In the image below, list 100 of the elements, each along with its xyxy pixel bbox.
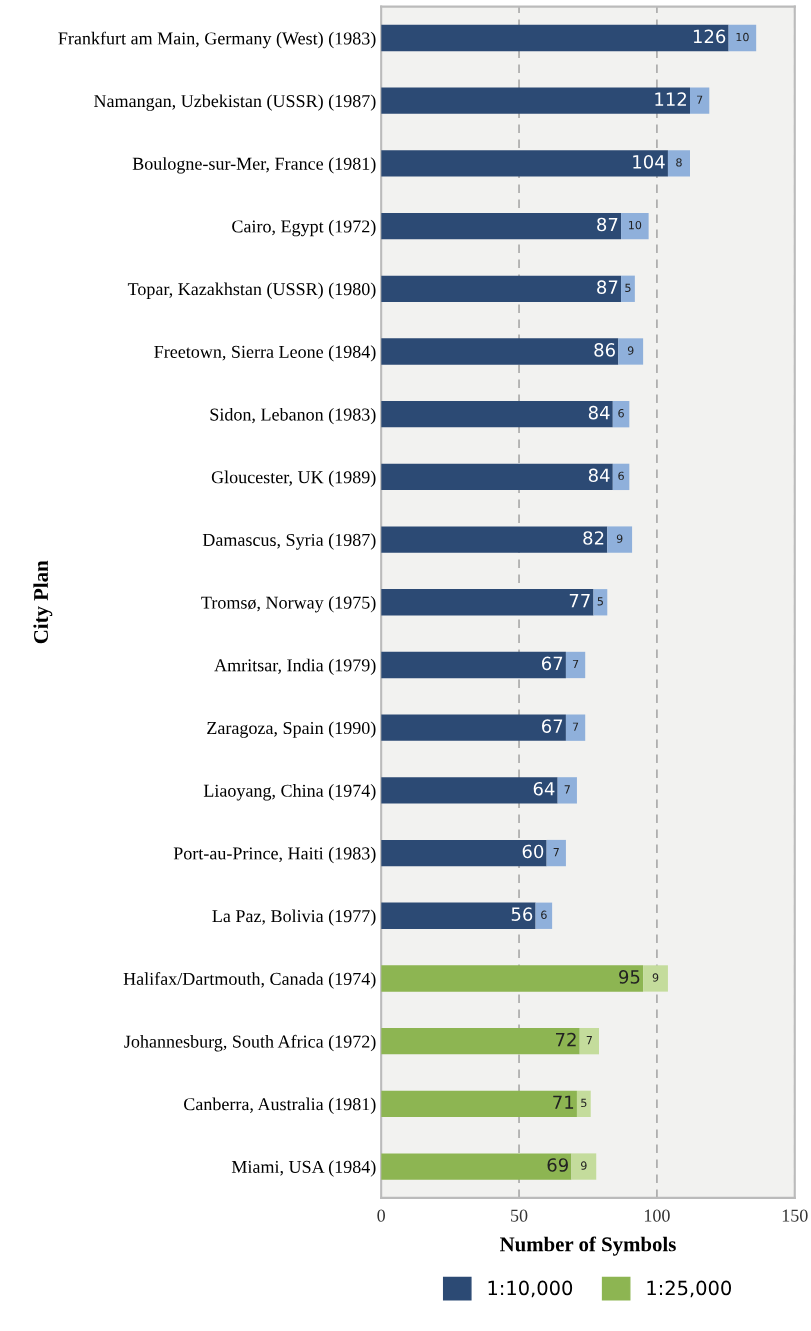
data-label: 5: [597, 597, 603, 606]
y-tick-label: La Paz, Bolivia (1977): [212, 909, 376, 926]
y-tick-label: Amritsar, India (1979): [214, 658, 376, 676]
bar: [607, 526, 633, 553]
data-label: 126: [693, 29, 726, 44]
data-label: 6: [618, 409, 624, 418]
data-label: 10: [629, 220, 642, 230]
data-label: 7: [564, 785, 570, 794]
bar: [381, 150, 668, 177]
bar: [381, 589, 594, 616]
bar: [381, 275, 622, 302]
bar: [667, 150, 690, 177]
bar: [381, 965, 644, 992]
data-label: 84: [588, 468, 610, 483]
data-label: 64: [533, 781, 555, 796]
data-label: 71: [553, 1095, 574, 1109]
bar: [381, 777, 558, 804]
data-label: 9: [581, 1161, 587, 1170]
bar: [535, 902, 553, 929]
data-label: 56: [511, 907, 533, 921]
data-label: 77: [569, 594, 590, 608]
bar: [618, 338, 644, 365]
bar: [643, 965, 668, 992]
x-axis-title: Number of Symbols: [500, 1236, 676, 1256]
bar: [381, 526, 608, 553]
x-tick-label: 150: [782, 1209, 808, 1222]
data-label: 8: [676, 158, 682, 167]
y-tick-label: Sidon, Lebanon (1983): [210, 407, 376, 425]
data-label: 60: [522, 844, 544, 859]
bar: [571, 1153, 597, 1180]
data-label: 67: [542, 719, 563, 733]
bar: [381, 338, 619, 365]
bar: [576, 1090, 591, 1118]
data-label: 9: [627, 346, 634, 355]
bar: [546, 839, 566, 867]
y-tick-label: Topar, Kazakhstan (USSR) (1980): [127, 282, 376, 299]
bar: [381, 463, 613, 491]
data-label: 67: [542, 656, 563, 671]
bar: [381, 839, 547, 867]
bar: [565, 651, 586, 679]
data-label: 9: [652, 973, 659, 982]
bar: [381, 902, 536, 929]
y-tick-label: Damascus, Syria (1987): [202, 533, 376, 550]
y-tick-label: Freetown, Sierra Leone (1984): [154, 345, 376, 362]
data-label: 7: [572, 659, 579, 669]
data-label: 104: [633, 154, 665, 169]
bar: [381, 87, 690, 114]
data-label: 7: [586, 1036, 592, 1045]
bar: [381, 651, 566, 679]
y-tick-label: Frankfurt am Main, Germany (West) (1983): [58, 31, 376, 49]
y-tick-label: Boulogne-sur-Mer, France (1981): [132, 157, 376, 174]
data-label: 6: [618, 471, 624, 481]
y-tick-label: Tromsø, Norway (1975): [201, 596, 376, 613]
y-tick-label: Gloucester, UK (1989): [211, 470, 376, 487]
data-label: 7: [553, 848, 559, 857]
bar: [728, 24, 757, 52]
data-label: 7: [697, 95, 703, 104]
data-label: 10: [736, 32, 749, 42]
y-tick-label: Miami, USA (1984): [231, 1160, 376, 1177]
bar: [381, 401, 613, 428]
bar: [612, 463, 630, 491]
x-tick-label: 0: [377, 1209, 385, 1222]
bar: [593, 589, 608, 616]
bar: [579, 1027, 599, 1055]
y-axis-title: City Plan: [33, 560, 53, 644]
data-label: 87: [597, 217, 618, 232]
y-tick-label: Canberra, Australia (1981): [184, 1097, 376, 1114]
bar: [381, 1153, 572, 1180]
y-tick-label: Liaoyang, China (1974): [203, 784, 376, 801]
y-tick-label: Port-au-Prince, Haiti (1983): [173, 846, 376, 864]
bar: [381, 1027, 580, 1055]
data-label: 7: [572, 722, 579, 731]
y-tick-label: Halifax/Dartmouth, Canada (1974): [123, 972, 376, 989]
data-label: 84: [588, 405, 610, 420]
bar: [612, 401, 630, 428]
data-label: 86: [594, 343, 615, 357]
legend-label: 1:10,000: [488, 1280, 573, 1298]
y-tick-label: Namangan, Uzbekistan (USSR) (1987): [94, 94, 376, 111]
data-label: 5: [625, 283, 631, 293]
bar: [690, 87, 710, 114]
x-tick-label: 50: [511, 1209, 528, 1222]
y-tick-label: Cairo, Egypt (1972): [232, 219, 376, 237]
y-tick-label: Johannesburg, South Africa (1972): [124, 1034, 376, 1052]
data-label: 87: [597, 280, 618, 295]
data-label: 82: [583, 531, 604, 545]
bar: [381, 212, 622, 240]
bar: [621, 275, 635, 302]
data-label: 6: [541, 910, 547, 919]
data-label: 112: [655, 92, 686, 106]
data-label: 95: [619, 970, 640, 984]
y-tick-label: Zaragoza, Spain (1990): [207, 721, 376, 738]
bar: [381, 24, 729, 52]
bar: [621, 212, 649, 240]
data-label: 9: [616, 534, 623, 543]
data-label: 72: [556, 1032, 576, 1047]
bar: [381, 714, 566, 741]
bar: [381, 1090, 577, 1118]
data-label: 5: [581, 1098, 587, 1108]
bar: [565, 714, 586, 741]
legend-label: 1:25,000: [647, 1280, 731, 1298]
